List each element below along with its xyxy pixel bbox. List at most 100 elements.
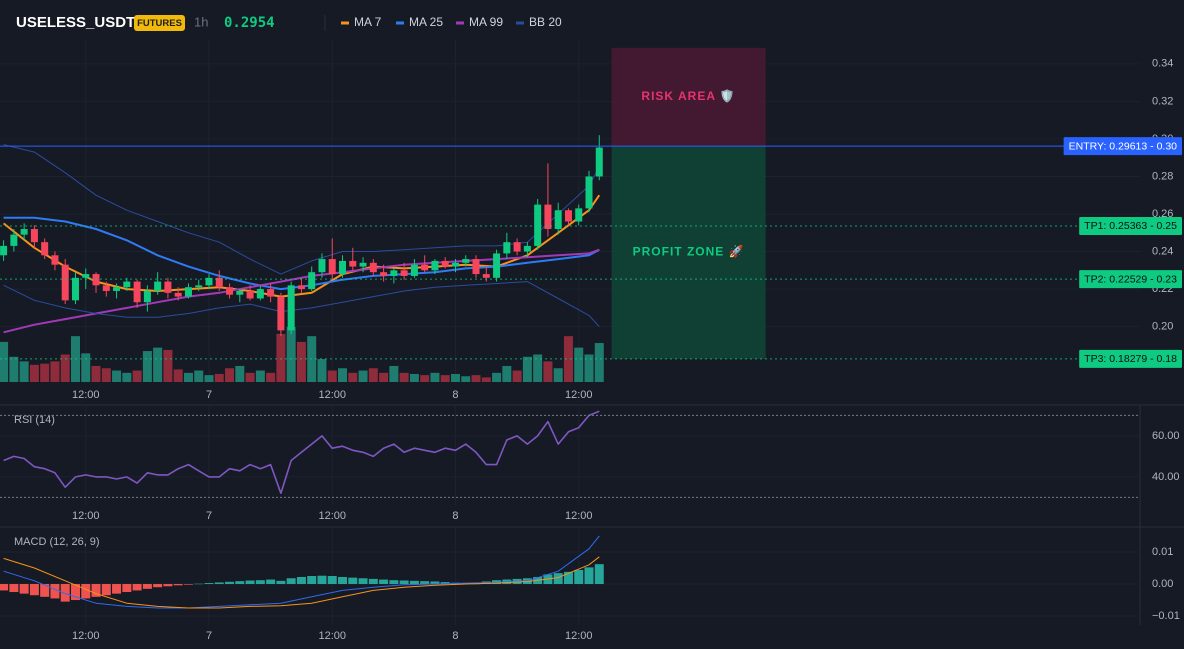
y-tick-label: −0.01 xyxy=(1152,610,1180,622)
volume-bar xyxy=(245,372,255,382)
y-tick-label: 40.00 xyxy=(1152,471,1180,483)
volume-bar xyxy=(481,377,491,382)
plot-area xyxy=(0,40,1140,382)
candle-body xyxy=(215,277,223,288)
volume-bar xyxy=(358,370,368,382)
volume-bar xyxy=(512,370,522,382)
volume-bar xyxy=(502,365,512,382)
y-tick-label: 60.00 xyxy=(1152,430,1180,442)
candle-body xyxy=(595,147,603,177)
histogram-bar xyxy=(163,584,173,587)
volume-bar xyxy=(266,372,276,382)
legend-label: MA 7 xyxy=(354,15,382,29)
histogram-bar xyxy=(594,564,604,585)
volume-bar xyxy=(235,365,245,382)
candle-body xyxy=(61,264,69,301)
volume-bar xyxy=(91,365,101,382)
histogram-bar xyxy=(142,584,152,589)
volume-bar xyxy=(338,368,348,382)
volume-bar xyxy=(450,373,460,382)
candle-body xyxy=(113,287,121,291)
volume-bar xyxy=(379,372,389,382)
rsi-line xyxy=(3,410,600,495)
histogram-bar xyxy=(584,567,594,585)
histogram-bar xyxy=(112,584,122,594)
x-tick-label: 7 xyxy=(206,630,212,642)
candle-body xyxy=(318,259,326,273)
candle-body xyxy=(41,242,49,256)
histogram-bar xyxy=(194,583,204,585)
volume-bar xyxy=(173,369,183,382)
badge: FUTURES xyxy=(137,18,182,29)
histogram-bar xyxy=(204,583,214,585)
volume-bar xyxy=(533,354,543,382)
plot-area xyxy=(0,528,1140,625)
volume-bar xyxy=(214,373,224,382)
x-tick-label: 12:00 xyxy=(565,510,593,522)
volume-bar xyxy=(276,333,286,382)
volume-bar xyxy=(255,370,265,382)
level-tag xyxy=(1079,270,1182,289)
x-tick-label: 8 xyxy=(452,630,458,642)
candle-body xyxy=(133,281,141,303)
candle-body xyxy=(349,260,357,267)
candle-body xyxy=(226,287,234,295)
candle-body xyxy=(297,285,305,290)
symbol[interactable]: USELESS_USDT xyxy=(16,14,135,31)
volume-bar xyxy=(29,364,39,382)
candle-body xyxy=(236,290,244,295)
volume-bar xyxy=(584,354,594,382)
level-tag-label: TP1: 0.25363 - 0.25 xyxy=(1084,220,1177,232)
pane-title: RSI (14) xyxy=(14,414,55,426)
volume-bar xyxy=(0,341,9,382)
interval[interactable]: 1h xyxy=(194,14,208,29)
x-tick-label: 12:00 xyxy=(72,389,100,401)
volume-bar xyxy=(194,370,204,382)
histogram-bar xyxy=(255,580,265,585)
y-tick-label: 0.01 xyxy=(1152,546,1173,558)
volume-bar xyxy=(142,351,152,382)
candle-body xyxy=(503,242,511,254)
x-tick-label: 8 xyxy=(452,510,458,522)
candle-body xyxy=(102,285,110,291)
histogram-bar xyxy=(132,584,142,591)
volume-bar xyxy=(543,361,553,382)
histogram-bar xyxy=(440,582,450,585)
volume-bar xyxy=(132,370,142,382)
histogram-bar xyxy=(307,576,317,585)
zone xyxy=(611,47,766,147)
histogram-bar xyxy=(420,581,430,585)
volume-bar xyxy=(430,372,440,382)
candle-body xyxy=(123,281,131,288)
candle-body xyxy=(369,262,377,273)
histogram-bar xyxy=(245,580,255,585)
volume-bar xyxy=(296,341,306,382)
histogram-bar xyxy=(19,584,29,594)
histogram-bar xyxy=(574,569,584,585)
legend-label: MA 25 xyxy=(409,15,443,29)
zone xyxy=(611,146,766,359)
volume-bar xyxy=(389,365,399,382)
histogram-bar xyxy=(389,580,399,585)
pane-title: MACD (12, 26, 9) xyxy=(14,536,100,548)
volume-bar xyxy=(183,372,193,382)
histogram-bar xyxy=(153,584,163,588)
histogram-bar xyxy=(91,584,101,597)
x-tick-label: 12:00 xyxy=(318,389,346,401)
level-tag-label: ENTRY: 0.29613 - 0.30 xyxy=(1069,140,1178,152)
histogram-bar xyxy=(358,578,368,585)
volume-bar xyxy=(594,343,604,382)
x-tick-label: 7 xyxy=(206,389,212,401)
candle-body xyxy=(287,285,295,331)
volume-bar xyxy=(327,370,337,382)
candle-body xyxy=(328,259,336,275)
level-tag xyxy=(1063,137,1182,156)
histogram-bar xyxy=(317,575,327,585)
volume-bar xyxy=(112,370,122,382)
candle-body xyxy=(441,260,449,267)
candle-body xyxy=(277,296,285,331)
zone-label: PROFIT ZONE 🚀 xyxy=(633,245,745,259)
volume-bar xyxy=(420,375,430,382)
volume-bar xyxy=(317,359,327,382)
